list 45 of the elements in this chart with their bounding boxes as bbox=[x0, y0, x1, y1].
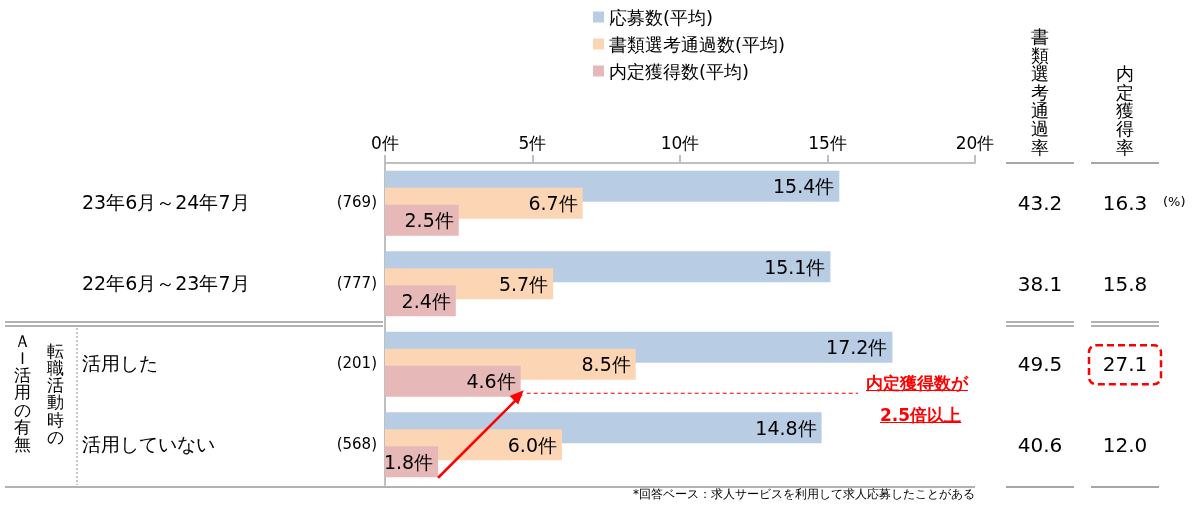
y-tick-label: 23年6月～24年7月 bbox=[82, 190, 250, 216]
y-tick-label: 活用していない bbox=[82, 431, 215, 457]
data-label: 1.8件 bbox=[383, 450, 434, 473]
text: 38.1 bbox=[1016, 271, 1064, 296]
data-label: 4.6件 bbox=[466, 370, 516, 393]
data-label: 14.8件 bbox=[755, 416, 817, 439]
text: 40.6 bbox=[1016, 432, 1064, 457]
data-label: 2.5件 bbox=[404, 209, 454, 232]
data-label: 6.0件 bbox=[507, 433, 557, 456]
text: 内定獲得率 bbox=[1115, 63, 1135, 158]
text: (201) bbox=[336, 354, 377, 373]
text: 27.1 bbox=[1101, 352, 1149, 377]
text: 15.8 bbox=[1101, 271, 1149, 296]
text: 43.2 bbox=[1016, 191, 1064, 216]
data-label: 6.7件 bbox=[528, 192, 578, 215]
text: (568) bbox=[336, 434, 377, 453]
x-tick-label: 5件 bbox=[518, 132, 547, 153]
text: ＡＩ活用の有無 bbox=[12, 330, 32, 455]
annotation: 内定獲得数が bbox=[866, 372, 968, 396]
bar bbox=[385, 365, 521, 397]
legend-label: 応募数(平均) bbox=[609, 6, 714, 28]
legend-label: 内定獲得数(平均) bbox=[609, 60, 750, 82]
y-tick-label: 活用した bbox=[82, 351, 158, 377]
data-label: 17.2件 bbox=[826, 336, 888, 359]
x-tick-label: 20件 bbox=[955, 132, 995, 153]
text: 転職活動時の bbox=[45, 340, 65, 448]
legend-label: 書類選考通過数(平均) bbox=[609, 33, 786, 55]
text: (769) bbox=[336, 193, 377, 212]
text: *回答ベース：求人サービスを利用して求人応募したことがある bbox=[633, 486, 975, 503]
data-label: 5.7件 bbox=[498, 272, 549, 295]
x-tick-label: 10件 bbox=[660, 132, 700, 153]
text: 書類選考通過率 bbox=[1030, 26, 1050, 158]
text: 16.3 bbox=[1102, 191, 1148, 216]
data-label: 2.4件 bbox=[401, 289, 451, 312]
x-tick-label: 0件 bbox=[371, 132, 399, 153]
y-tick-label: 22年6月～23年7月 bbox=[82, 270, 250, 296]
data-label: 15.4件 bbox=[772, 175, 835, 198]
data-label: 8.5件 bbox=[581, 353, 631, 376]
text: 49.5 bbox=[1016, 352, 1064, 377]
data-label: 15.1件 bbox=[764, 255, 826, 278]
text: (%) bbox=[1163, 194, 1186, 210]
annotation: 2.5倍以上 bbox=[880, 404, 962, 428]
x-tick-label: 15件 bbox=[808, 132, 847, 153]
text: (777) bbox=[336, 273, 377, 292]
text: 12.0 bbox=[1101, 432, 1149, 457]
